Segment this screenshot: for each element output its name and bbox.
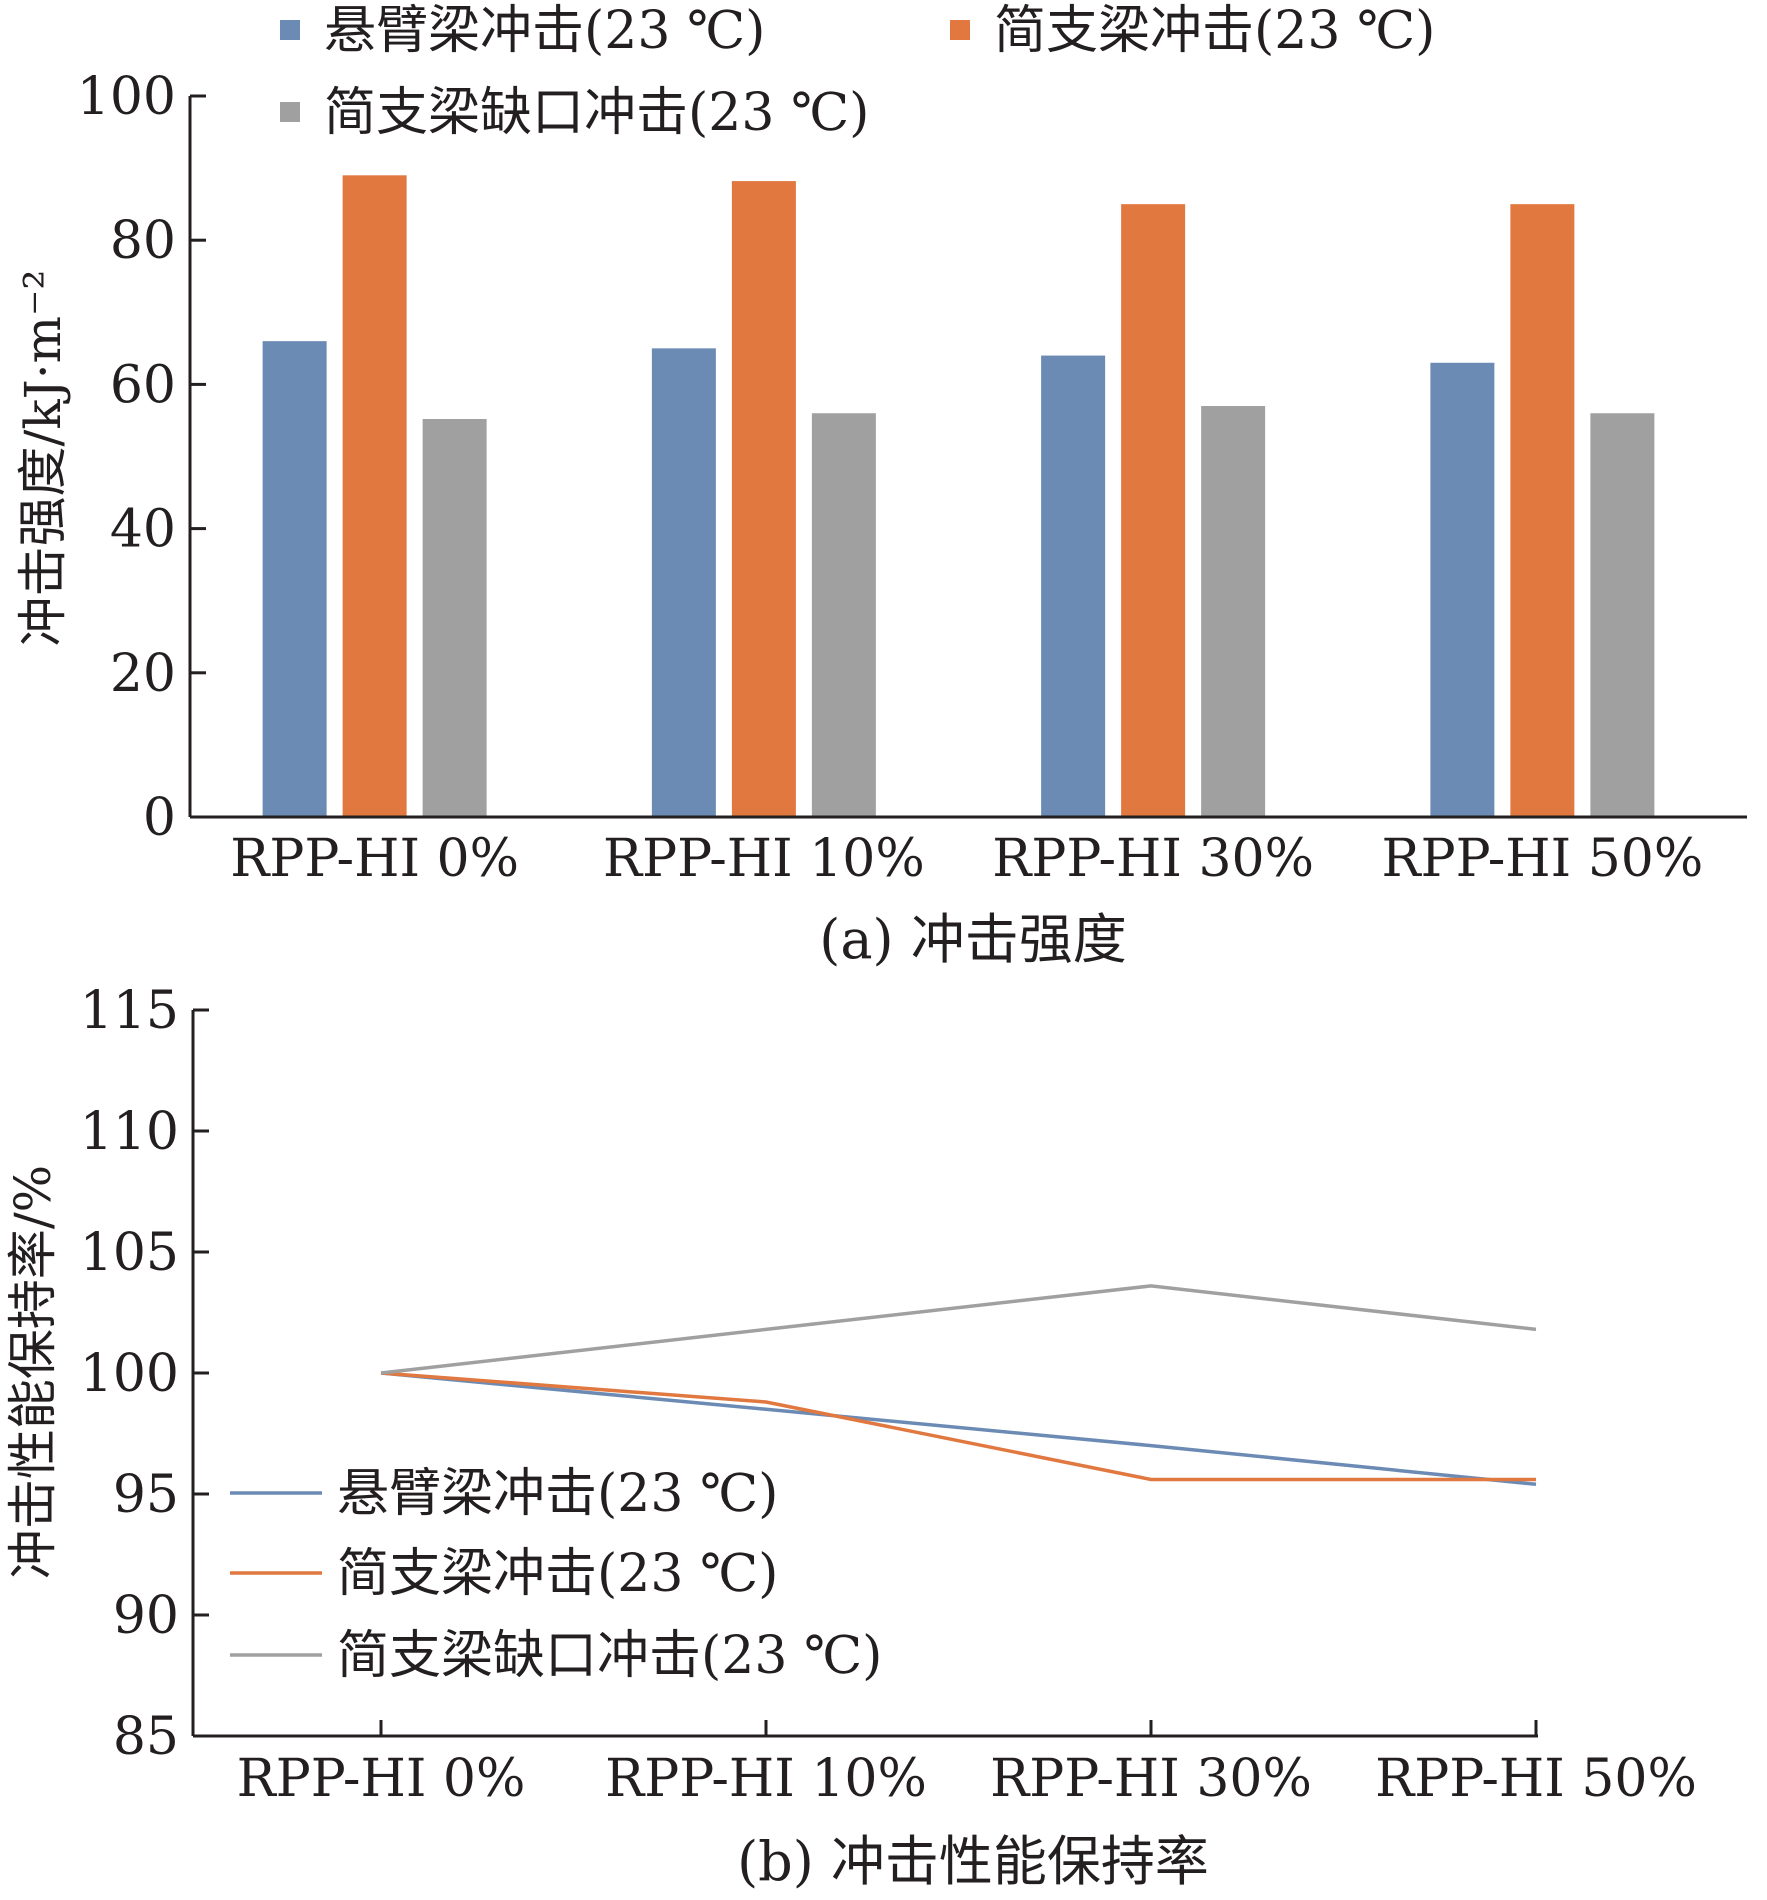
bar <box>1590 413 1655 817</box>
series-line <box>380 1371 1537 1487</box>
chart-caption: (a) 冲击强度 <box>819 908 1127 971</box>
x-tick-label: RPP-HI 50% <box>1381 829 1703 889</box>
line-series-group <box>380 1284 1537 1487</box>
legend: 悬臂梁冲击(23 ℃) 简支梁冲击(23 ℃) 简支梁缺口冲击(23 ℃) <box>280 1 1435 143</box>
bar <box>811 413 876 817</box>
bar-chart: 0 20 40 60 80 100 RPP-HI 0% RPP-HI 10% RPP-HI 3… <box>14 1 1747 971</box>
series-line <box>380 1371 1536 1482</box>
x-tick-label: RPP-HI 30% <box>990 1749 1312 1809</box>
bar <box>651 348 716 817</box>
x-tick-label-group: RPP-HI 0% RPP-HI 10% RPP-HI 30% RPP-HI 50% <box>230 829 1703 889</box>
y-tick-label: 0 <box>143 788 176 848</box>
legend-swatch <box>280 20 300 40</box>
bar-series-group <box>262 175 1655 817</box>
legend-label: 简支梁冲击(23 ℃) <box>337 1544 778 1604</box>
bar <box>1430 362 1495 817</box>
y-tick-label: 105 <box>80 1223 179 1283</box>
x-tick-label: RPP-HI 0% <box>230 829 519 889</box>
y-tick-label: 115 <box>80 981 179 1041</box>
x-tick-label: RPP-HI 50% <box>1375 1749 1697 1809</box>
series-line <box>380 1284 1537 1375</box>
bar <box>1510 204 1575 817</box>
legend-swatch <box>950 20 970 40</box>
y-tick-label: 80 <box>110 211 176 271</box>
bar <box>731 181 796 817</box>
x-tick-label: RPP-HI 30% <box>992 829 1314 889</box>
bar <box>342 175 407 817</box>
y-tick-label: 100 <box>77 67 176 127</box>
bar <box>262 341 327 817</box>
legend-label: 悬臂梁冲击(23 ℃) <box>324 1 765 61</box>
legend-label: 简支梁缺口冲击(23 ℃) <box>337 1626 882 1686</box>
x-tick-label: RPP-HI 10% <box>605 1749 927 1809</box>
legend-label: 悬臂梁冲击(23 ℃) <box>337 1464 778 1524</box>
y-tick-label: 60 <box>110 355 176 415</box>
chart-caption: (b) 冲击性能保持率 <box>737 1830 1209 1893</box>
bar <box>1201 406 1266 817</box>
legend-label: 简支梁冲击(23 ℃) <box>994 1 1435 61</box>
y-tick-group: 0 20 40 60 80 100 <box>77 67 206 848</box>
y-tick-label: 40 <box>110 500 176 560</box>
y-axis-title: 冲击强度/kJ·m⁻² <box>14 270 72 647</box>
x-tick-label: RPP-HI 0% <box>237 1749 526 1809</box>
y-tick-group: 85 90 95 100 105 110 115 <box>80 981 209 1767</box>
x-tick-group: RPP-HI 0% RPP-HI 10% RPP-HI 30% RPP-HI 50% <box>237 1720 1697 1809</box>
y-tick-label: 90 <box>113 1586 179 1646</box>
legend: 悬臂梁冲击(23 ℃) 简支梁冲击(23 ℃) 简支梁缺口冲击(23 ℃) <box>230 1464 882 1686</box>
bar <box>422 419 487 817</box>
y-tick-label: 85 <box>113 1707 179 1767</box>
y-tick-label: 95 <box>113 1465 179 1525</box>
y-tick-label: 100 <box>80 1344 179 1404</box>
x-tick-label: RPP-HI 10% <box>603 829 925 889</box>
y-tick-label: 110 <box>80 1102 179 1162</box>
legend-label: 简支梁缺口冲击(23 ℃) <box>324 83 869 143</box>
y-axis-title: 冲击性能保持率/% <box>4 1165 62 1579</box>
bar <box>1121 204 1186 817</box>
y-tick-label: 20 <box>110 644 176 704</box>
legend-swatch <box>280 102 300 122</box>
bar <box>1041 355 1106 817</box>
